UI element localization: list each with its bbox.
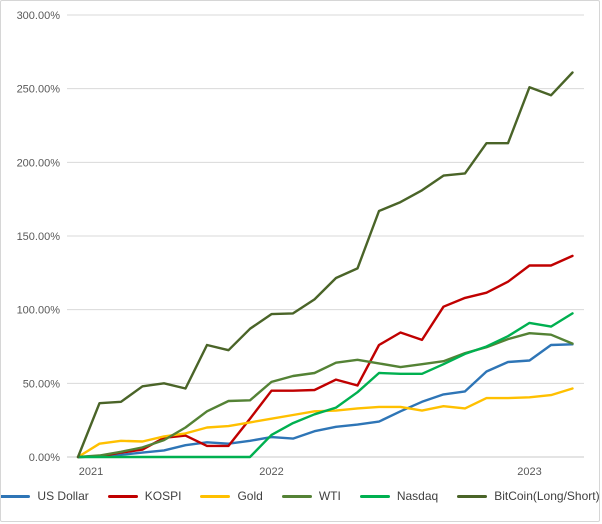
y-axis-tick-label: 50.00% xyxy=(23,378,61,390)
x-axis-tick-label: 2023 xyxy=(517,466,541,478)
legend-line-swatch xyxy=(359,494,390,498)
y-axis-tick-label: 0.00% xyxy=(29,452,60,464)
legend-label: WTI xyxy=(318,489,341,503)
series-line-gold xyxy=(76,387,574,459)
series-line-nasdaq xyxy=(76,312,574,459)
legend-line-swatch xyxy=(1,494,31,498)
chart-legend: US Dollar KOSPI Gold WTI Nasdaq BitCoin(Long/… xyxy=(1,490,599,502)
legend-line-swatch xyxy=(200,494,231,498)
x-axis-tick-label: 2021 xyxy=(79,466,103,478)
legend-item-kospi: KOSPI xyxy=(107,489,182,503)
series-line-bitcoin-long-short- xyxy=(76,71,574,459)
series-line-kospi xyxy=(76,254,574,459)
legend-label: Gold xyxy=(237,489,263,503)
legend-item-us-dollar: US Dollar xyxy=(1,489,89,503)
y-axis-tick-label: 150.00% xyxy=(17,231,61,243)
legend-label: KOSPI xyxy=(144,489,182,503)
y-axis-tick-label: 100.00% xyxy=(17,305,61,317)
legend-line-swatch xyxy=(107,494,138,498)
y-axis-tick-label: 200.00% xyxy=(17,157,61,169)
legend-item-bitcoin-long-short-: BitCoin(Long/Short) xyxy=(457,490,599,502)
x-axis-tick-label: 2022 xyxy=(259,466,283,478)
y-axis-tick-label: 250.00% xyxy=(17,84,61,96)
legend-item-wti: WTI xyxy=(281,489,341,503)
legend-item-nasdaq: Nasdaq xyxy=(359,489,439,503)
legend-label: US Dollar xyxy=(37,489,89,503)
legend-item-gold: Gold xyxy=(200,489,263,503)
legend-line-swatch xyxy=(457,494,488,498)
y-axis-tick-label: 300.00% xyxy=(17,10,61,22)
legend-label: Nasdaq xyxy=(396,489,439,503)
legend-line-swatch xyxy=(281,494,312,498)
legend-label: BitCoin(Long/Short) xyxy=(494,489,600,503)
series-line-us-dollar xyxy=(76,343,574,459)
